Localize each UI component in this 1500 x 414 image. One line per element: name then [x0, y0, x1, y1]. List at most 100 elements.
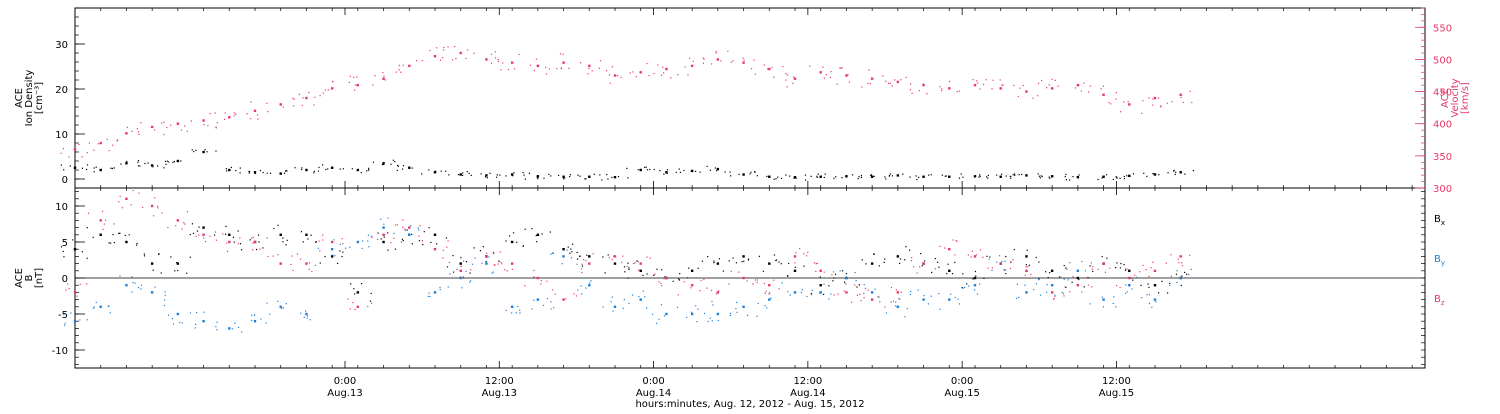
b-x-point [664, 276, 666, 278]
b-z-point [319, 250, 321, 252]
density-point [125, 162, 128, 165]
b-z-point [823, 271, 825, 273]
b-x-point [460, 257, 462, 259]
velocity-point [348, 81, 350, 84]
b-x-point [1083, 286, 1085, 288]
density-point [486, 177, 488, 179]
b-x-point [1045, 271, 1047, 273]
density-point [1050, 175, 1054, 178]
b-x-point [1119, 267, 1122, 269]
b-z-point [816, 262, 819, 264]
b-z-point [649, 257, 651, 259]
density-point [1146, 175, 1148, 177]
b-x-point [465, 261, 467, 263]
velocity-point [976, 80, 978, 82]
b-z-point [661, 284, 663, 287]
b-x-point [678, 278, 680, 280]
b-x-point [899, 262, 901, 264]
density-point [852, 174, 854, 176]
velocity-point [819, 71, 822, 74]
b-x-point [73, 248, 77, 251]
b-z-point [1063, 295, 1065, 297]
b-y-point [404, 229, 407, 231]
b-x-point [758, 255, 760, 257]
velocity-point [587, 73, 589, 75]
b-z-point [621, 261, 623, 263]
b-y-point [1102, 306, 1105, 308]
b-z-point [154, 197, 156, 199]
b-y-point [215, 325, 217, 328]
b-z-point [854, 284, 856, 286]
density-point [440, 170, 442, 172]
velocity-point [665, 67, 668, 71]
b-x-point [452, 271, 455, 273]
b-x-point [623, 266, 626, 268]
b-x-point [394, 248, 396, 250]
b-z-point [176, 219, 180, 222]
b-x-point [636, 260, 638, 262]
b-y-point [107, 305, 110, 307]
density-point [202, 150, 205, 154]
density-point [888, 174, 891, 177]
b-x-point [423, 231, 425, 233]
b-y-point [580, 285, 582, 287]
velocity-point [93, 149, 95, 151]
b-z-point [546, 280, 548, 282]
b-x-point [923, 260, 926, 262]
velocity-point [68, 156, 70, 158]
b-y-point [898, 297, 900, 300]
velocity-point [282, 106, 284, 108]
velocity-point [545, 66, 547, 69]
velocity-point [848, 81, 851, 83]
density-point [678, 168, 680, 170]
b-y-point [216, 321, 218, 323]
density-point [819, 175, 822, 178]
density-point [254, 172, 256, 175]
b-z-point [987, 267, 989, 269]
b-y-point [1025, 291, 1028, 294]
b-y-point [602, 306, 604, 308]
b-z-point [370, 302, 373, 304]
density-point [584, 178, 586, 180]
b-x-point [285, 244, 287, 246]
velocity-point [507, 68, 510, 71]
b-y-point [194, 327, 196, 329]
velocity-point [1088, 91, 1090, 93]
density-point [110, 167, 112, 169]
b-x-point [72, 239, 74, 241]
b-x-point [1116, 262, 1118, 264]
b-z-point [446, 246, 448, 248]
b-z-point [494, 264, 496, 266]
density-point [468, 172, 470, 174]
b-x-point [986, 255, 988, 257]
velocity-point [1152, 98, 1154, 100]
b-y-point [716, 312, 720, 316]
density-point [889, 173, 892, 175]
b-y-point [622, 307, 624, 309]
b-z-point [272, 255, 274, 257]
b-z-point [934, 268, 936, 270]
density-point [690, 170, 692, 173]
b-x-point [436, 243, 438, 245]
b-z-point [703, 278, 705, 281]
b-y-point [164, 299, 166, 301]
b-y-point [906, 308, 908, 310]
b-y-point [542, 304, 545, 306]
b-z-point [581, 263, 583, 265]
b-x-point [300, 231, 303, 233]
velocity-point [689, 57, 691, 59]
velocity-point [500, 69, 502, 71]
b-x-point [905, 246, 907, 248]
density-point [1153, 173, 1157, 176]
density-point [870, 175, 874, 178]
b-z-point [910, 260, 913, 262]
density-point [93, 167, 95, 169]
b-x-point [1092, 270, 1094, 273]
b-y-point [642, 290, 644, 292]
velocity-point [896, 80, 900, 84]
velocity-point [319, 95, 321, 97]
velocity-point [616, 75, 619, 77]
b-y-point [1136, 276, 1138, 278]
b-y-point [93, 306, 95, 308]
density-point [888, 175, 891, 177]
